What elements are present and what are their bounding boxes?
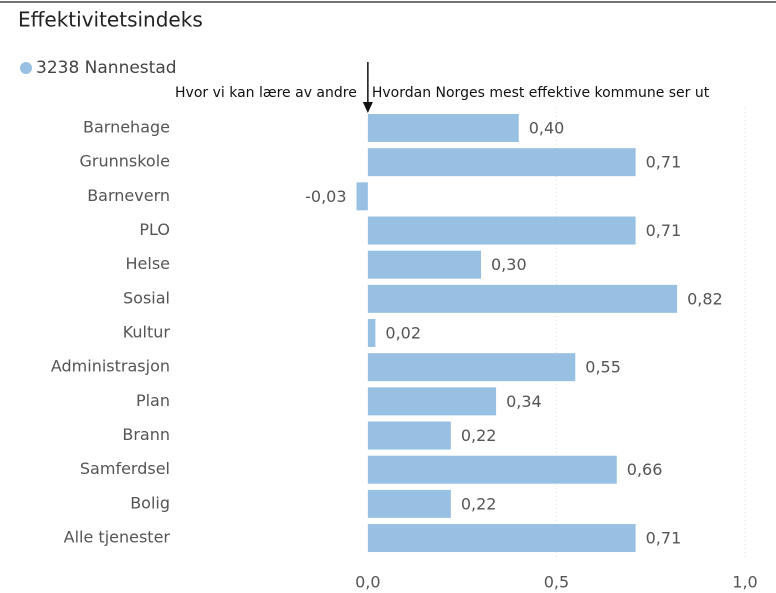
bar	[367, 489, 451, 518]
data-label: 0,30	[491, 255, 527, 274]
annotation-arrowhead	[362, 102, 373, 113]
bar	[367, 455, 617, 484]
category-label: PLO	[139, 220, 170, 239]
data-label: -0,03	[305, 187, 346, 206]
data-label: 0,71	[646, 529, 682, 548]
bar	[356, 182, 368, 211]
category-label: Samferdsel	[80, 459, 170, 478]
data-label: 0,55	[585, 358, 621, 377]
data-label: 0,40	[529, 119, 565, 138]
category-label: Administrasjon	[51, 357, 170, 376]
category-label: Alle tjenester	[64, 528, 171, 547]
bar	[367, 114, 519, 142]
x-tick-label: 0,0	[355, 573, 380, 592]
category-label: Barnevern	[87, 186, 170, 205]
legend-marker	[20, 62, 32, 74]
data-label: 0,02	[385, 324, 421, 343]
category-label: Bolig	[130, 493, 170, 512]
category-label: Barnehage	[83, 118, 170, 137]
annotation: Hvor vi kan lære av andre	[175, 85, 357, 101]
data-label: 0,22	[461, 426, 497, 445]
bar	[367, 284, 678, 313]
category-label: Kultur	[123, 323, 171, 342]
legend-label: 3238 Nannestad	[36, 58, 177, 78]
bar	[367, 319, 376, 348]
bar	[367, 250, 481, 279]
bar	[367, 387, 497, 416]
bar	[367, 524, 636, 553]
data-label: 0,71	[646, 153, 682, 172]
category-label: Plan	[136, 391, 170, 410]
data-label: 0,34	[506, 392, 542, 411]
category-label: Helse	[126, 254, 171, 273]
data-label: 0,82	[687, 289, 723, 308]
category-label: Grunnskole	[79, 152, 170, 171]
bar	[367, 421, 451, 450]
chart-title: Effektivitetsindeks	[18, 8, 203, 32]
data-label: 0,71	[646, 221, 682, 240]
annotation: Hvordan Norges mest effektive kommune se…	[372, 85, 710, 101]
bar	[367, 148, 636, 177]
data-label: 0,66	[627, 460, 663, 479]
x-tick-label: 0,5	[544, 573, 569, 592]
bar	[367, 353, 576, 382]
data-label: 0,22	[461, 494, 497, 513]
bar	[367, 216, 636, 245]
x-tick-label: 1,0	[732, 573, 757, 592]
category-label: Brann	[122, 425, 170, 444]
category-label: Sosial	[123, 288, 170, 307]
